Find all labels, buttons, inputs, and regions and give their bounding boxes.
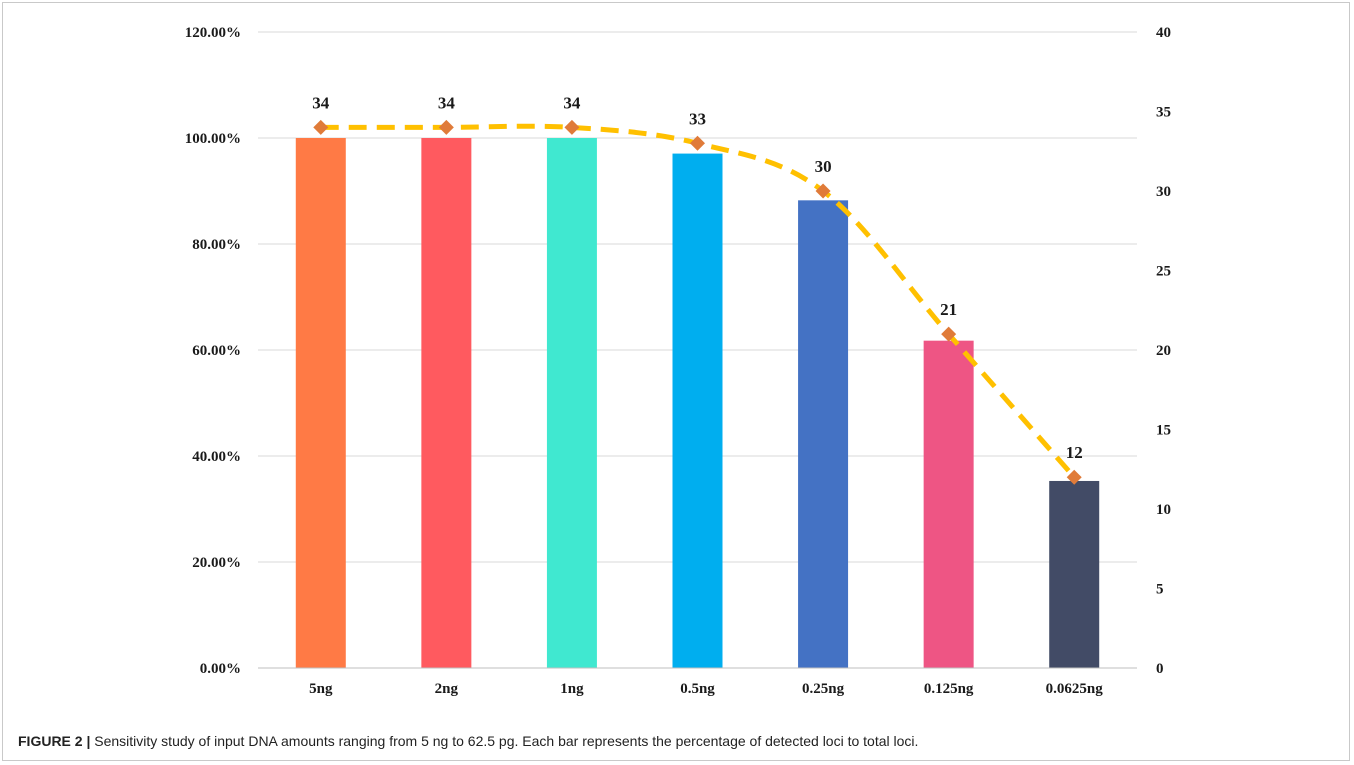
bar: [798, 200, 849, 668]
left-tick-label: 80.00%: [192, 237, 241, 253]
right-tick-label: 35: [1156, 105, 1171, 121]
diamond-marker: [690, 135, 705, 151]
right-tick-label: 25: [1156, 264, 1171, 280]
diamond-marker: [1066, 469, 1082, 485]
left-tick-label: 100.00%: [185, 131, 241, 147]
bar: [1049, 480, 1100, 668]
data-label: 21: [940, 300, 957, 319]
data-label: 30: [815, 157, 832, 176]
left-tick-label: 0.00%: [200, 661, 241, 677]
data-labels: 34 34 34 33 30 21 12: [312, 93, 1082, 462]
diamond-marker: [313, 119, 329, 135]
bar: [295, 138, 346, 668]
x-axis: 5ng 2ng 1ng 0.5ng 0.25ng 0.125ng 0.0625ng: [258, 667, 1137, 697]
diamond-marker: [438, 119, 454, 135]
category-label: 2ng: [435, 681, 459, 697]
data-label: 34: [312, 93, 330, 112]
data-label: 34: [438, 93, 456, 112]
right-axis: 0 5 10 15 20 25 30 35 40: [1156, 25, 1171, 677]
gridlines: [258, 31, 1137, 563]
diamond-marker: [564, 119, 580, 135]
count-markers: [313, 119, 1082, 485]
bars: [295, 138, 1100, 668]
caption-text: Sensitivity study of input DNA amounts r…: [90, 733, 919, 749]
bar: [421, 138, 472, 668]
left-tick-label: 40.00%: [192, 449, 241, 465]
data-label: 34: [563, 93, 581, 112]
bar: [546, 138, 597, 668]
figure-caption: FIGURE 2 | Sensitivity study of input DN…: [18, 733, 1338, 749]
left-tick-label: 60.00%: [192, 343, 241, 359]
right-tick-label: 15: [1156, 423, 1171, 439]
category-label: 0.5ng: [680, 681, 715, 697]
left-tick-label: 120.00%: [185, 25, 241, 41]
right-tick-label: 30: [1156, 184, 1171, 200]
left-tick-label: 20.00%: [192, 555, 241, 571]
caption-label: FIGURE 2 |: [18, 733, 91, 749]
bar: [923, 340, 974, 668]
combo-chart: 34 34 34 33 30 21 12 0.00% 20.00% 40.00% 60.00% 80…: [185, 25, 1171, 697]
right-tick-label: 20: [1156, 343, 1171, 359]
right-tick-label: 40: [1156, 25, 1171, 41]
diamond-marker: [815, 183, 831, 199]
category-label: 0.25ng: [802, 681, 845, 697]
category-label: 1ng: [560, 681, 584, 697]
data-label: 33: [689, 109, 706, 128]
right-tick-label: 10: [1156, 502, 1171, 518]
category-label: 0.0625ng: [1046, 681, 1104, 697]
category-label: 5ng: [309, 681, 333, 697]
left-axis: 0.00% 20.00% 40.00% 60.00% 80.00% 100.00% 120.…: [185, 25, 241, 677]
data-label: 12: [1066, 443, 1083, 462]
right-tick-label: 5: [1156, 582, 1164, 598]
diamond-marker: [941, 326, 957, 342]
bar: [672, 153, 723, 668]
right-tick-label: 0: [1156, 661, 1164, 677]
category-label: 0.125ng: [924, 681, 974, 697]
